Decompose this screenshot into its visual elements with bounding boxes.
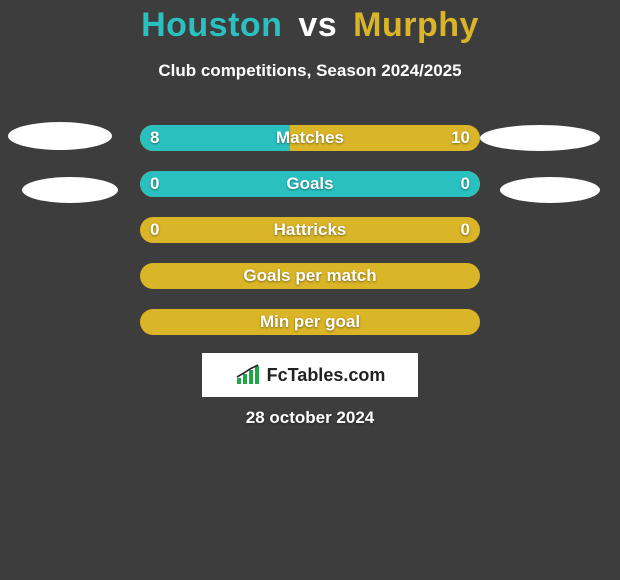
- avatar-placeholder-left-2: [22, 177, 118, 203]
- stat-bar-value-left: 8: [150, 125, 159, 151]
- stat-bar-value-right: 0: [461, 217, 470, 243]
- stat-bar-value-left: 0: [150, 217, 159, 243]
- stat-bar-label: Min per goal: [140, 309, 480, 335]
- stat-bar-value-left: 0: [150, 171, 159, 197]
- stat-bar: Hattricks0 0: [140, 217, 480, 243]
- avatar-placeholder-right-1: [480, 125, 600, 151]
- stat-bar: Matches8 10: [140, 125, 480, 151]
- stat-bar-value-right: 10: [451, 125, 470, 151]
- chart-bars-icon: [235, 364, 261, 386]
- season-subtitle: Club competitions, Season 2024/2025: [0, 61, 620, 81]
- stat-bars: Matches810Goals00Hattricks00Goals per ma…: [140, 125, 480, 355]
- stat-bar: Goals0 0: [140, 171, 480, 197]
- title-player-b: Murphy: [353, 6, 479, 44]
- stat-bar-value-right: 0: [461, 171, 470, 197]
- stat-bar: Min per goal: [140, 309, 480, 335]
- stat-bar-label: Matches: [140, 125, 480, 151]
- avatar-placeholder-left-1: [8, 122, 112, 150]
- avatar-placeholder-right-2: [500, 177, 600, 203]
- page-title: Houston vs Murphy: [0, 0, 620, 45]
- stat-bar-label: Hattricks: [140, 217, 480, 243]
- comparison-infographic: Houston vs Murphy Club competitions, Sea…: [0, 0, 620, 580]
- title-vs: vs: [298, 6, 337, 44]
- generation-date: 28 october 2024: [0, 408, 620, 428]
- stat-bar: Goals per match: [140, 263, 480, 289]
- source-logo-text: FcTables.com: [267, 365, 386, 386]
- source-logo: FcTables.com: [202, 353, 418, 397]
- stat-bar-label: Goals: [140, 171, 480, 197]
- title-player-a: Houston: [141, 6, 282, 44]
- stat-bar-label: Goals per match: [140, 263, 480, 289]
